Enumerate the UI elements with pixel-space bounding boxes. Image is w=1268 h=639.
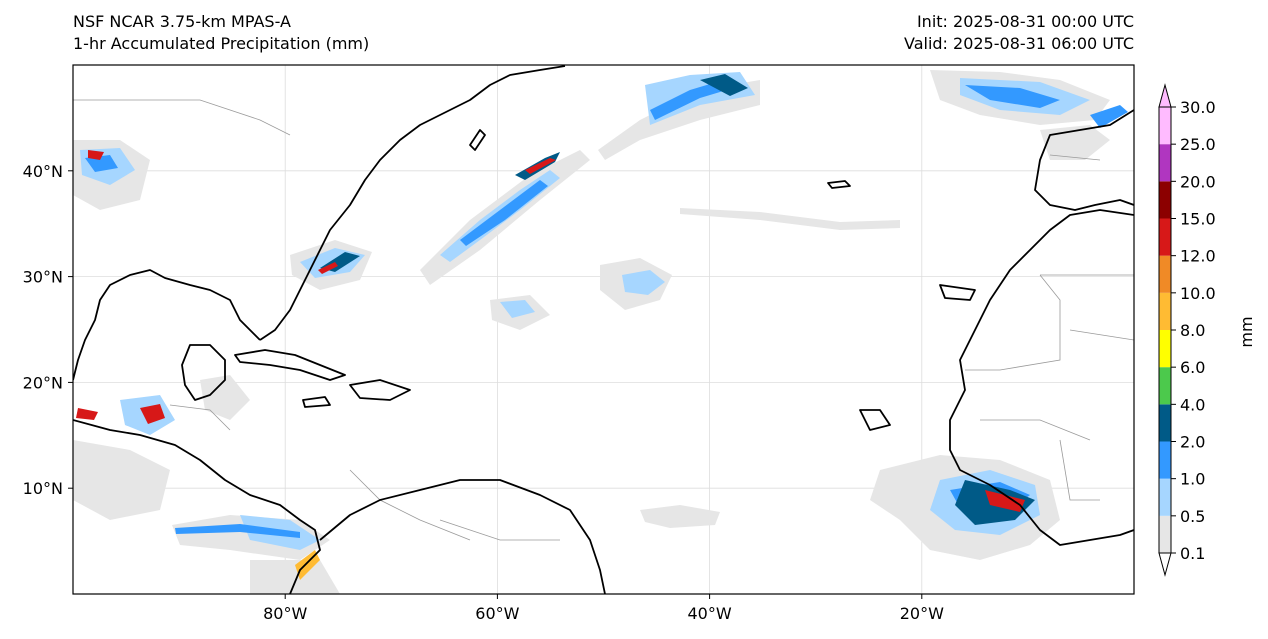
- y-tick-label: 40°N: [23, 162, 63, 181]
- x-tick-label: 20°W: [900, 604, 944, 623]
- border-line: [439, 519, 560, 541]
- x-tick-label: 40°W: [688, 604, 732, 623]
- border-line: [1049, 154, 1101, 161]
- border-line: [1069, 329, 1134, 341]
- precip-area: [965, 85, 1060, 108]
- colorbar-tick-label: 0.1: [1180, 544, 1205, 563]
- colorbar-segment: [1159, 478, 1171, 516]
- coastline-jamaica: [302, 396, 331, 408]
- colorbar-tick-label: 15.0: [1180, 210, 1216, 229]
- precip-area: [250, 560, 340, 594]
- colorbar-segment: [1159, 218, 1171, 256]
- colorbar-tick-label: 1.0: [1180, 470, 1205, 489]
- colorbar-tick-label: 30.0: [1180, 98, 1216, 117]
- colorbar-segment: [1159, 330, 1171, 368]
- border-line: [965, 274, 1061, 371]
- colorbar-segment: [1159, 292, 1171, 330]
- precip-area: [640, 505, 720, 528]
- border-line: [980, 419, 1091, 441]
- precipitation-colorbar: 0.1 0.5 1.0 2.0 4.0 6.0 8.0 10.0 12.0 15.0 20.0 25.…: [1158, 83, 1216, 577]
- precip-core: [88, 150, 104, 160]
- coastline-central-america: [73, 419, 321, 594]
- border-line: [349, 469, 471, 541]
- precip-area: [200, 375, 250, 420]
- colorbar-segment: [1159, 367, 1171, 405]
- colorbar-tick-label: 4.0: [1180, 395, 1205, 414]
- model-name: NSF NCAR 3.75-km MPAS-A: [73, 12, 291, 31]
- colorbar-segment: [1159, 181, 1171, 219]
- colorbar-tick-label: 20.0: [1180, 172, 1216, 191]
- coastlines: [73, 65, 1134, 594]
- colorbar-extend-max: [1158, 83, 1172, 108]
- precip-core: [140, 404, 165, 424]
- coastline-south-america: [319, 479, 606, 594]
- coastline-yucatan: [181, 344, 226, 401]
- coastline-cuba: [234, 349, 346, 381]
- y-tick-label: 20°N: [23, 373, 63, 392]
- x-tick-label: 60°W: [475, 604, 519, 623]
- colorbar-tick-label: 8.0: [1180, 321, 1205, 340]
- coastline-iberia: [1034, 109, 1134, 211]
- coastline-west-africa: [949, 209, 1134, 546]
- border-line: [1059, 439, 1100, 501]
- coastline-gulf-of-mexico: [73, 269, 261, 381]
- precip-core: [318, 262, 338, 274]
- precipitation-field: [73, 70, 1128, 594]
- colorbar-segment: [1159, 255, 1171, 293]
- colorbar-tick-label: 2.0: [1180, 433, 1205, 452]
- time-info: Init: 2025-08-31 00:00 UTC Valid: 2025-0…: [904, 11, 1134, 55]
- coastline-island: [469, 129, 486, 151]
- map-panel: [72, 64, 1135, 595]
- colorbar-unit-label: mm: [1237, 316, 1256, 347]
- latitude-axis: 40°N 30°N 20°N 10°N: [23, 162, 73, 498]
- precip-area: [1090, 105, 1128, 128]
- colorbar-segment: [1159, 515, 1171, 553]
- precip-core: [700, 74, 748, 96]
- precip-area: [460, 180, 548, 246]
- precip-area: [622, 270, 665, 295]
- colorbar-segment: [1159, 107, 1171, 145]
- border-line: [73, 99, 291, 136]
- x-tick-label: 80°W: [263, 604, 307, 623]
- precip-core: [76, 408, 98, 420]
- coastline-canary-islands: [939, 284, 976, 301]
- precip-core: [985, 490, 1025, 512]
- colorbar-extend-min: [1158, 552, 1172, 577]
- precip-area: [175, 524, 300, 538]
- coastline-cape-verde: [859, 409, 891, 431]
- colorbar-tick-label: 0.5: [1180, 507, 1205, 526]
- precip-area: [85, 155, 118, 172]
- precip-area: [500, 300, 535, 318]
- precip-area: [73, 440, 170, 520]
- colorbar-tick-label: 10.0: [1180, 284, 1216, 303]
- precip-area: [680, 208, 900, 230]
- init-time: Init: 2025-08-31 00:00 UTC: [916, 12, 1134, 31]
- colorbar-tick-label: 25.0: [1180, 135, 1216, 154]
- map-frame: [72, 64, 1135, 595]
- field-name: 1-hr Accumulated Precipitation (mm): [73, 34, 370, 53]
- precip-core: [525, 158, 556, 174]
- longitude-axis: 80°W 60°W 40°W 20°W: [263, 594, 944, 623]
- y-tick-label: 30°N: [23, 268, 63, 287]
- map-title: NSF NCAR 3.75-km MPAS-A 1-hr Accumulated…: [73, 11, 369, 55]
- colorbar-segment: [1159, 404, 1171, 442]
- coastline-hispaniola: [349, 379, 411, 401]
- colorbar-segment: [1159, 441, 1171, 479]
- country-borders: [73, 99, 1134, 541]
- colorbar-tick-label: 12.0: [1180, 247, 1216, 266]
- colorbar-tick-label: 6.0: [1180, 358, 1205, 377]
- coastline-azores: [827, 180, 851, 189]
- coastline-us-east: [259, 65, 566, 341]
- valid-time: Valid: 2025-08-31 06:00 UTC: [903, 34, 1134, 53]
- y-tick-label: 10°N: [23, 479, 63, 498]
- border-line: [169, 404, 231, 431]
- colorbar-segment: [1159, 144, 1171, 182]
